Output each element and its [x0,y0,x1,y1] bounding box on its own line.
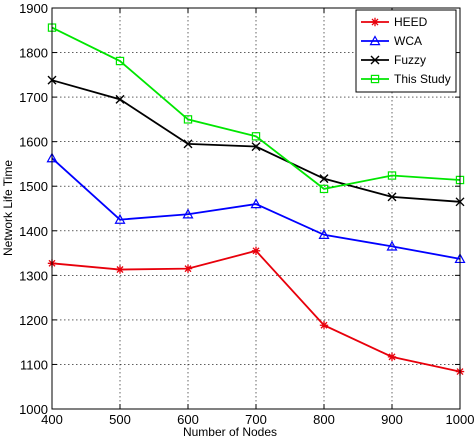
data-point-this-study [319,184,329,194]
legend-label: Fuzzy [394,53,426,67]
data-point-heed [387,352,397,362]
legend: HEED WCA Fuzzy This Study [355,9,457,93]
y-tick-label: 1100 [20,357,48,372]
y-tick-label: 1200 [19,313,48,328]
x-tick-label: 700 [245,412,267,427]
data-point-fuzzy [115,94,125,104]
y-tick-label: 1800 [19,46,48,61]
data-point-this-study [387,171,397,180]
legend-marker [370,74,380,84]
data-point-heed [251,246,261,256]
y-tick-label: 1700 [19,90,48,105]
series-line-this-study [51,26,461,190]
data-point-this-study [183,115,193,124]
y-tick-label: 1400 [19,224,48,239]
x-axis-ticks: 400 500 600 700 800 900 1000 [41,8,474,427]
x-tick-label: 900 [381,412,403,427]
legend-marker [369,35,381,46]
x-tick-label: 800 [313,412,335,427]
data-point-fuzzy [183,139,193,149]
x-tick-label: 1000 [446,412,474,427]
data-point-fuzzy [251,142,261,152]
series-line-wca [51,157,461,260]
data-point-wca [386,240,398,251]
x-tick-label: 500 [109,412,131,427]
data-point-wca [182,208,194,219]
data-point-wca [318,229,330,239]
legend-marker [370,55,380,65]
data-point-wca [250,198,262,209]
data-point-heed [183,264,193,273]
data-point-this-study [251,132,261,141]
y-tick-label: 1900 [19,1,48,16]
x-tick-label: 400 [41,412,63,427]
y-axis-label: Network Life Time [1,160,15,256]
legend-item-heed: HEED [361,15,428,29]
legend-label: WCA [394,34,422,48]
y-tick-label: 1600 [19,135,48,150]
legend-item-wca: WCA [361,34,422,48]
x-axis-label: Number of Nodes [183,425,277,439]
data-point-heed [115,265,125,274]
y-tick-label: 1300 [19,268,48,283]
y-tick-label: 1500 [19,179,48,194]
data-point-fuzzy [319,174,329,184]
data-point-heed [319,321,329,330]
data-point-this-study [115,56,125,66]
data-point-wca [114,213,126,224]
legend-item-this-study: This Study [361,72,451,86]
x-tick-label: 600 [177,412,199,427]
y-axis-ticks: 1000 1100 1200 1300 1400 1500 1600 1700 1800 1900 [19,1,460,417]
legend-label: HEED [394,15,428,29]
legend-label: This Study [394,72,451,86]
legend-item-fuzzy: Fuzzy [361,53,426,67]
data-point-fuzzy [387,192,397,202]
y-tick-label: 1000 [19,402,48,417]
legend-marker [370,17,380,27]
